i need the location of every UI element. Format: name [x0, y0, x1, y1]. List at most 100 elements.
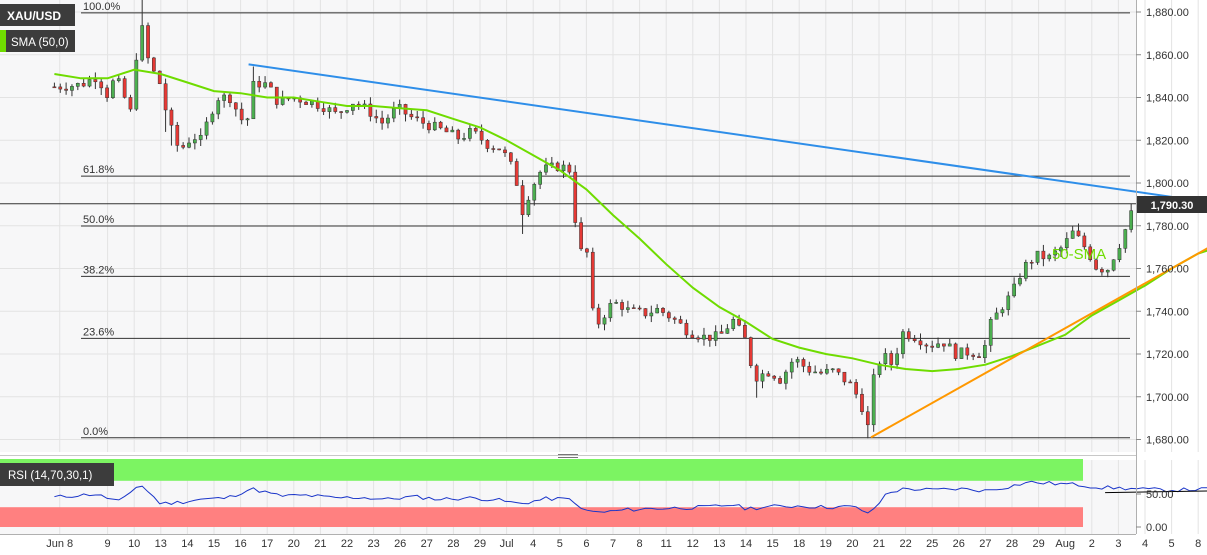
candle-body — [485, 140, 490, 149]
candle-body — [514, 161, 519, 186]
time-tick-label: 13 — [155, 538, 167, 550]
candle-body — [988, 319, 993, 346]
candle-body — [99, 81, 104, 89]
candle-body — [661, 307, 665, 313]
time-tick-label: 20 — [846, 538, 858, 550]
candle-body — [456, 129, 461, 140]
candle-body — [269, 82, 273, 88]
candle-body — [222, 94, 226, 101]
candle-body — [1059, 247, 1063, 252]
time-tick-label: 21 — [314, 538, 326, 550]
candle-body — [667, 312, 671, 319]
candle-body — [81, 82, 86, 87]
symbol-label[interactable]: XAU/USD — [0, 4, 75, 26]
candle-body — [912, 338, 917, 342]
candle-body — [1094, 259, 1098, 270]
candle-body — [555, 162, 560, 172]
panel-resize-handle-icon[interactable] — [558, 454, 578, 458]
time-tick-label: 27 — [421, 538, 433, 550]
rsi-line — [54, 480, 1207, 514]
candle-body — [579, 222, 583, 250]
candle-body — [1064, 238, 1069, 249]
fib-level-label: 61.8% — [83, 164, 114, 176]
time-tick-label: 4 — [530, 538, 536, 550]
time-tick-label: 11 — [660, 538, 671, 550]
time-tick-label: 2 — [1089, 538, 1095, 550]
candle-body — [327, 107, 332, 112]
candle-body — [64, 88, 68, 91]
time-tick-label: 28 — [1006, 538, 1018, 550]
candle-body — [807, 366, 812, 373]
candle-body — [836, 368, 841, 373]
candle-body — [1029, 261, 1034, 264]
candle-body — [1047, 254, 1052, 260]
candle-body — [994, 312, 999, 320]
sma-annotation: 50-SMA — [1052, 246, 1106, 263]
candle-body — [626, 307, 630, 310]
candle-body — [438, 121, 443, 129]
time-tick-label: 6 — [583, 538, 589, 550]
candle-body — [526, 199, 531, 216]
candle-body — [532, 184, 537, 201]
candle-body — [310, 100, 314, 105]
candle-body — [825, 368, 829, 374]
candle-body — [427, 123, 431, 131]
price-tick-label: 1,860.00 — [1146, 50, 1189, 62]
candle-body — [801, 359, 806, 367]
time-tick-label: 4 — [1142, 538, 1148, 550]
sma-indicator-label[interactable]: SMA (50,0) — [0, 30, 75, 52]
time-tick-label: Aug — [1055, 538, 1075, 550]
rsi-tick-label: 0.00 — [1146, 522, 1167, 534]
rsi-oversold-zone — [0, 507, 1083, 527]
candle-body — [655, 307, 660, 314]
candle-body — [795, 359, 800, 363]
candle-body — [637, 307, 642, 310]
candle-body — [953, 343, 958, 359]
candle-body — [111, 80, 115, 98]
time-tick-label: 26 — [953, 538, 965, 550]
candle-body — [1100, 269, 1104, 273]
candle-body — [1070, 230, 1075, 239]
time-tick-label: Jun 8 — [46, 538, 73, 550]
candle-body — [573, 171, 578, 223]
candle-body — [702, 334, 706, 340]
price-tag-text: 1,790.30 — [1151, 200, 1194, 212]
price-tick-label: 1,700.00 — [1146, 392, 1189, 404]
fib-level-label: 38.2% — [83, 264, 114, 276]
time-tick-label: 13 — [713, 538, 725, 550]
candle-body — [304, 101, 308, 105]
price-tick-label: 1,800.00 — [1146, 178, 1189, 190]
candle-body — [321, 108, 326, 112]
fib-level-label: 50.0% — [83, 214, 114, 226]
fib-level-label: 100.0% — [83, 1, 121, 13]
candle-body — [842, 371, 847, 383]
time-tick-label: 3 — [1115, 538, 1121, 550]
candle-body — [965, 347, 970, 356]
candle-body — [1023, 261, 1028, 279]
time-tick-label: 10 — [128, 538, 140, 550]
time-tick-label: 15 — [766, 538, 778, 550]
candle-body — [713, 331, 718, 341]
candle-body — [479, 130, 484, 141]
candle-body — [333, 107, 338, 112]
candle-body — [631, 307, 636, 309]
candle-body — [901, 331, 905, 355]
candlestick-series — [52, 0, 1134, 439]
candle-body — [468, 128, 472, 139]
candle-body — [772, 375, 777, 379]
candle-body — [983, 345, 987, 359]
candle-body — [865, 411, 870, 426]
candle-body — [351, 103, 355, 111]
candle-body — [585, 248, 589, 253]
time-tick-label: 5 — [1169, 538, 1175, 550]
candle-body — [75, 82, 80, 87]
candle-body — [784, 371, 788, 384]
time-tick-label: 7 — [610, 538, 616, 550]
rsi-indicator-label[interactable]: RSI (14,70,30,1) — [0, 463, 114, 486]
time-tick-label: 21 — [873, 538, 885, 550]
candle-body — [1018, 278, 1022, 285]
candle-body — [889, 353, 894, 365]
candle-body — [93, 79, 98, 83]
sma-50-series — [54, 68, 1207, 373]
time-tick-label: 16 — [234, 538, 246, 550]
